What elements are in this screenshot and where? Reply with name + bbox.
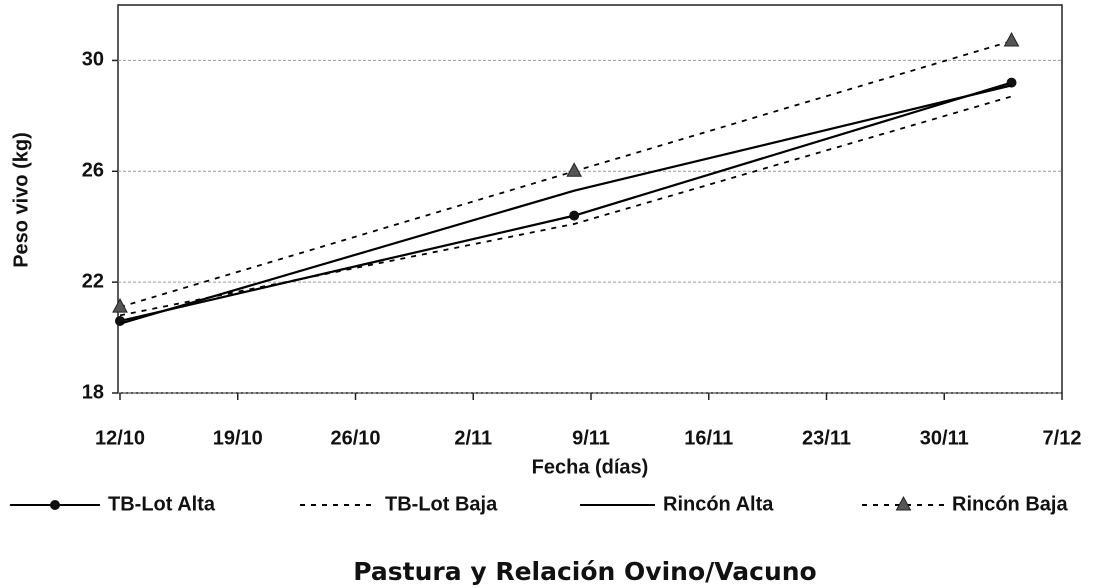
- legend-label: Rincón Baja: [952, 493, 1068, 515]
- series-line: [119, 40, 1012, 308]
- legend-label: TB-Lot Alta: [108, 493, 216, 515]
- legend-marker: [50, 500, 60, 510]
- legend-label: TB-Lot Baja: [385, 493, 498, 515]
- point: [115, 315, 125, 326]
- series-line: [119, 84, 1012, 325]
- chart-title: Pastura y Relación Ovino/Vacuno: [353, 557, 816, 586]
- y-axis-title: Peso vivo (kg): [10, 132, 32, 268]
- legend-label: Rincón Alta: [663, 493, 774, 515]
- y-tick-label: 22: [82, 270, 104, 292]
- y-tick-label: 26: [82, 160, 104, 182]
- x-tick-label: 19/10: [213, 427, 263, 449]
- y-tick-label: 18: [82, 381, 104, 403]
- x-tick-label: 26/10: [330, 427, 380, 449]
- x-tick-label: 23/11: [802, 427, 851, 449]
- x-tick-label: 9/11: [572, 427, 610, 449]
- point: [566, 162, 583, 177]
- series-line: [119, 95, 1012, 317]
- point: [569, 210, 580, 221]
- plot-frame: [117, 4, 1063, 394]
- x-tick-label: 16/11: [684, 427, 733, 449]
- x-tick-label: 30/11: [920, 427, 969, 449]
- x-tick-label: 12/10: [95, 427, 145, 449]
- point: [1003, 31, 1020, 47]
- x-tick-label: 2/11: [454, 427, 492, 449]
- point: [112, 298, 128, 313]
- y-tick-label: 30: [82, 49, 104, 71]
- x-axis-title: Fecha (días): [532, 456, 649, 478]
- legend-marker: [895, 495, 912, 511]
- x-tick-label: 7/12: [1043, 427, 1082, 449]
